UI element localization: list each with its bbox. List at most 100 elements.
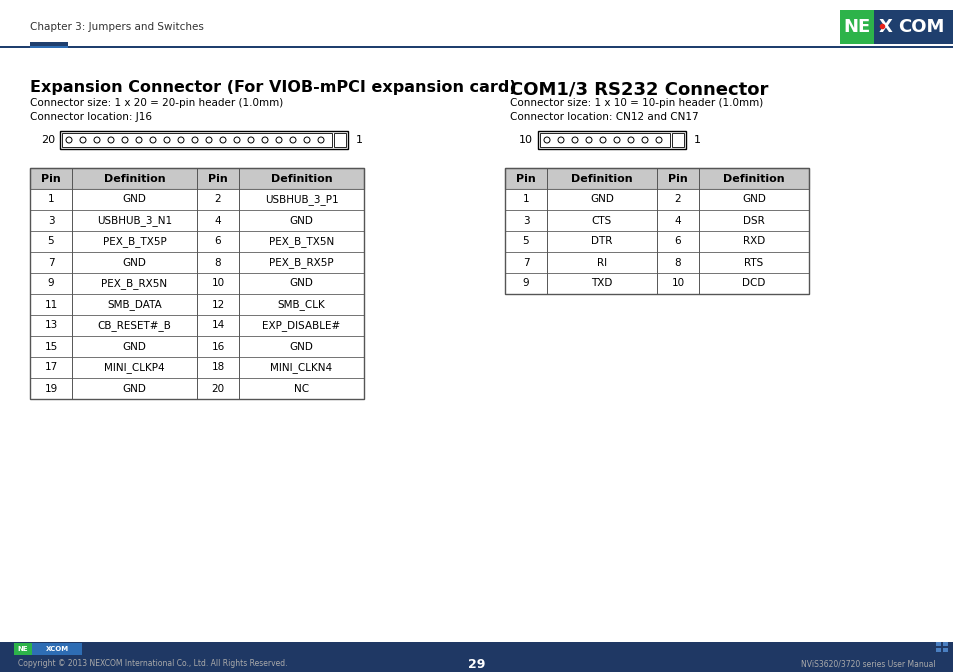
Text: 3: 3 [522,216,529,226]
Bar [30,168,364,189]
Text: NC: NC [294,384,309,394]
Bar [30,42,68,48]
Bar [30,315,364,336]
Text: MINI_CLKN4: MINI_CLKN4 [270,362,333,373]
Text: Definition: Definition [271,173,332,183]
Text: 9: 9 [48,278,54,288]
Text: Pin: Pin [208,173,228,183]
Text: 7: 7 [48,257,54,267]
Text: 12: 12 [212,300,224,310]
Text: RXD: RXD [742,237,764,247]
Text: MINI_CLKP4: MINI_CLKP4 [104,362,165,373]
Bar [62,133,332,147]
Bar [30,46,68,48]
Bar [504,273,808,294]
Text: Copyright © 2013 NEXCOM International Co., Ltd. All Rights Reserved.: Copyright © 2013 NEXCOM International Co… [18,659,287,669]
Text: DCD: DCD [741,278,765,288]
Text: USBHUB_3_P1: USBHUB_3_P1 [264,194,338,205]
Text: NViS3620/3720 series User Manual: NViS3620/3720 series User Manual [801,659,935,669]
Text: 20: 20 [212,384,224,394]
Text: GND: GND [290,216,314,226]
Text: DSR: DSR [742,216,764,226]
Text: 7: 7 [522,257,529,267]
Bar [935,642,940,646]
Text: 13: 13 [45,321,57,331]
Text: 1: 1 [522,194,529,204]
Bar [334,133,346,147]
Text: 1: 1 [355,135,363,145]
Text: GND: GND [122,384,146,394]
Text: COM1/3 RS232 Connector: COM1/3 RS232 Connector [510,80,767,98]
Text: RTS: RTS [743,257,762,267]
Bar [30,210,364,231]
Text: SMB_CLK: SMB_CLK [277,299,325,310]
Text: 6: 6 [214,237,221,247]
Bar [504,189,808,210]
Bar [30,168,364,399]
Text: 1: 1 [48,194,54,204]
Text: Definition: Definition [722,173,784,183]
Text: 14: 14 [212,321,224,331]
Text: 4: 4 [674,216,680,226]
Bar [840,10,873,44]
Text: 10: 10 [671,278,684,288]
Text: RI: RI [597,257,606,267]
Text: EXP_DISABLE#: EXP_DISABLE# [262,320,340,331]
Text: PEX_B_TX5P: PEX_B_TX5P [103,236,166,247]
Text: CTS: CTS [591,216,612,226]
Text: Expansion Connector (For VIOB-mPCI expansion card): Expansion Connector (For VIOB-mPCI expan… [30,80,517,95]
Text: 6: 6 [674,237,680,247]
Text: DTR: DTR [591,237,612,247]
Text: 29: 29 [468,657,485,671]
Bar [30,378,364,399]
Text: Definition: Definition [104,173,165,183]
Text: 11: 11 [45,300,57,310]
Bar [504,168,808,294]
Bar [504,168,808,189]
Bar [30,231,364,252]
Text: PEX_B_RX5N: PEX_B_RX5N [101,278,168,289]
Bar [504,231,808,252]
Text: 18: 18 [212,362,224,372]
Text: 2: 2 [674,194,680,204]
Bar [0,46,953,48]
Bar [935,648,940,652]
Text: GND: GND [290,278,314,288]
Text: SMB_DATA: SMB_DATA [107,299,162,310]
Bar [873,10,953,44]
Text: 17: 17 [45,362,57,372]
Text: COM: COM [897,18,943,36]
Text: GND: GND [122,194,146,204]
Text: Pin: Pin [516,173,536,183]
Text: Definition: Definition [571,173,632,183]
Text: 10: 10 [212,278,224,288]
Text: 19: 19 [45,384,57,394]
Text: 4: 4 [214,216,221,226]
Text: Connector location: CN12 and CN17: Connector location: CN12 and CN17 [510,112,698,122]
Text: GND: GND [122,257,146,267]
Text: Connector size: 1 x 10 = 10-pin header (1.0mm): Connector size: 1 x 10 = 10-pin header (… [510,98,762,108]
Bar [30,357,364,378]
Bar [30,252,364,273]
Text: 15: 15 [45,341,57,351]
Bar [32,643,82,655]
Bar [537,131,685,149]
Bar [942,648,947,652]
Bar [30,294,364,315]
Text: 1: 1 [693,135,700,145]
Bar [539,133,669,147]
Text: 8: 8 [214,257,221,267]
Bar [504,252,808,273]
Text: GND: GND [741,194,765,204]
Text: NE: NE [842,18,870,36]
Text: Pin: Pin [667,173,687,183]
Text: NE: NE [18,646,29,652]
Text: 5: 5 [48,237,54,247]
Text: PEX_B_RX5P: PEX_B_RX5P [269,257,334,268]
Text: GND: GND [590,194,614,204]
Text: Connector size: 1 x 20 = 20-pin header (1.0mm): Connector size: 1 x 20 = 20-pin header (… [30,98,283,108]
Bar [14,643,32,655]
Bar [30,336,364,357]
Text: 5: 5 [522,237,529,247]
Text: USBHUB_3_N1: USBHUB_3_N1 [97,215,172,226]
